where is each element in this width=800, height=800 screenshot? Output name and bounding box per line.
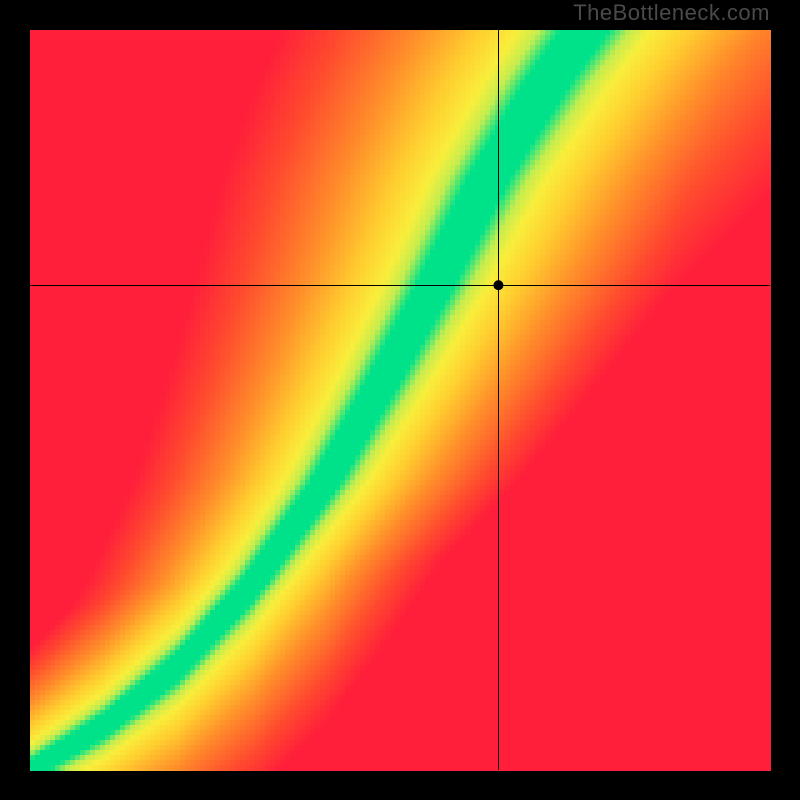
chart-container: TheBottleneck.com (0, 0, 800, 800)
watermark-text: TheBottleneck.com (573, 0, 770, 26)
heatmap-canvas (0, 0, 800, 800)
